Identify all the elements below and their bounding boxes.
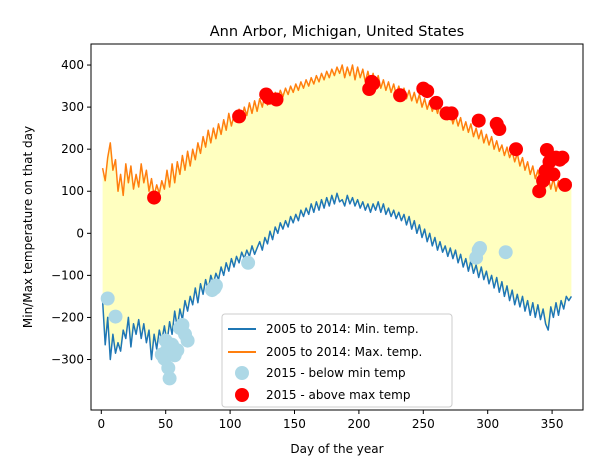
above-max-point — [366, 76, 381, 91]
x-tick-label: 350 — [541, 417, 564, 431]
x-tick-label: 100 — [219, 417, 242, 431]
above-max-point — [532, 184, 547, 199]
above-max-point — [546, 167, 561, 182]
min-temp-line — [101, 192, 573, 361]
axis-ticks: 0 50 100 150 200 250 300 350 −300 −200 −100 0 100 200… — [51, 58, 564, 431]
below-min-point — [208, 278, 223, 293]
legend-swatch-above — [235, 388, 249, 402]
min-max-band — [102, 65, 572, 360]
x-tick-label: 50 — [158, 417, 173, 431]
above-max-point — [420, 84, 435, 99]
plot-area — [100, 64, 573, 386]
max-temp-line — [101, 64, 572, 197]
x-tick-label: 200 — [347, 417, 370, 431]
y-tick-label: 400 — [61, 58, 84, 72]
below-min-point — [100, 291, 115, 306]
above-max-point — [471, 113, 486, 128]
above-max-point — [393, 88, 408, 103]
y-tick-label: 200 — [61, 142, 84, 156]
legend-label-above: 2015 - above max temp — [266, 388, 410, 402]
x-axis-label: Day of the year — [290, 442, 383, 456]
above-max-point — [429, 95, 444, 110]
above-max-point — [492, 122, 507, 136]
legend: 2005 to 2014: Min. temp. 2005 to 2014: M… — [221, 313, 453, 408]
legend-label-max: 2005 to 2014: Max. temp. — [266, 345, 422, 359]
chart-title: Ann Arbor, Michigan, United States — [210, 24, 464, 40]
above-max-point — [558, 177, 572, 192]
below-min-point — [170, 343, 185, 358]
x-tick-label: 250 — [412, 417, 435, 431]
y-tick-label: −200 — [51, 310, 84, 324]
legend-swatch-below — [235, 366, 249, 380]
above-max-point — [444, 106, 459, 121]
plot-frame — [90, 43, 584, 411]
x-tick-label: 0 — [97, 417, 105, 431]
y-tick-label: −300 — [51, 353, 84, 367]
below-min-point — [162, 371, 177, 386]
y-axis-label: Min/Max temperature on that day — [21, 126, 35, 328]
above-max-point — [147, 190, 162, 205]
y-tick-label: 100 — [61, 184, 84, 198]
below-min-point — [108, 309, 123, 324]
legend-label-below: 2015 - below min temp — [266, 366, 406, 380]
above-max-point — [509, 142, 523, 157]
below-min-point — [473, 241, 487, 255]
above-max-point — [269, 92, 284, 107]
y-tick-label: 0 — [76, 226, 84, 240]
y-tick-label: 300 — [61, 100, 84, 114]
below-min-point — [180, 333, 195, 348]
below-min-point — [161, 360, 176, 375]
below-min-point — [241, 255, 256, 270]
legend-box — [221, 313, 453, 408]
below-min-point — [498, 245, 513, 260]
legend-label-min: 2005 to 2014: Min. temp. — [266, 322, 419, 336]
x-tick-label: 300 — [476, 417, 499, 431]
y-tick-label: −100 — [51, 268, 84, 282]
x-tick-label: 150 — [283, 417, 306, 431]
above-max-point — [232, 109, 247, 124]
above-max-point — [555, 150, 570, 165]
